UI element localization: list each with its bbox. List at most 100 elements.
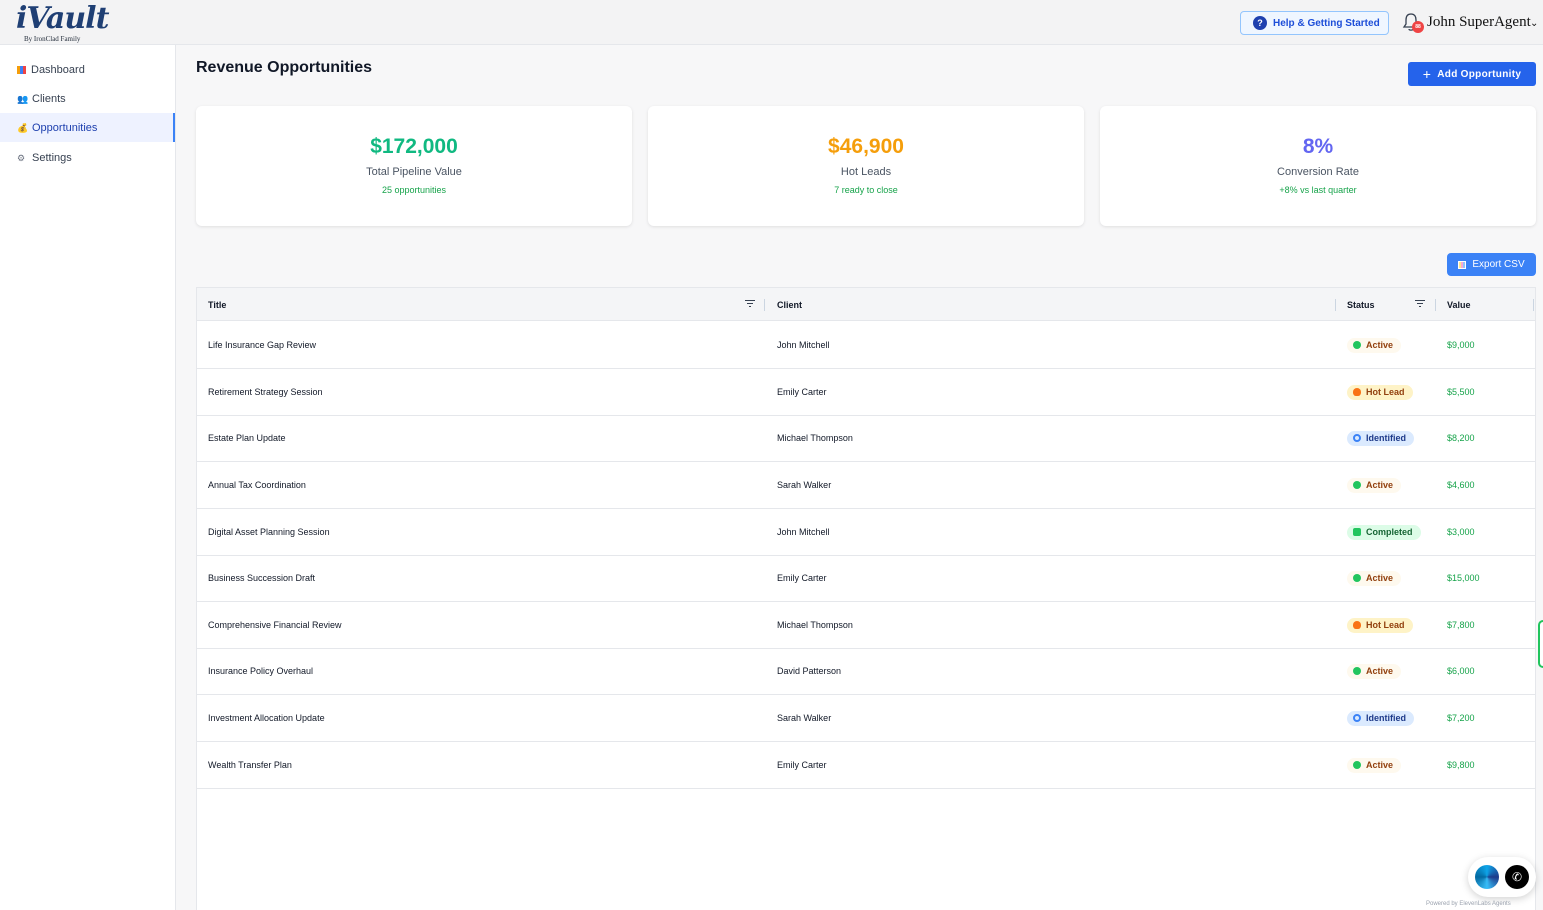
status-badge-label: Active: [1366, 573, 1394, 583]
stat-subtext: 7 ready to close: [834, 185, 898, 195]
cell-title: Comprehensive Financial Review: [208, 620, 342, 630]
cell-status: Active: [1347, 555, 1402, 601]
plus-icon: +: [1422, 66, 1432, 82]
column-header-value[interactable]: Value: [1447, 299, 1471, 310]
cell-client: Emily Carter: [777, 573, 827, 583]
cell-value: $7,200: [1447, 713, 1475, 723]
stat-card-conversion: 8% Conversion Rate +8% vs last quarter: [1100, 106, 1536, 226]
cell-value: $6,000: [1447, 666, 1475, 676]
table-header: Title Client Status Value: [197, 288, 1535, 321]
green-circle-icon: [1353, 667, 1361, 675]
green-circle-icon: [1353, 341, 1361, 349]
help-button[interactable]: ? Help & Getting Started: [1240, 11, 1389, 35]
stat-subtext: +8% vs last quarter: [1279, 185, 1357, 195]
table-row[interactable]: Life Insurance Gap Review John Mitchell …: [197, 322, 1535, 369]
status-badge-label: Active: [1366, 480, 1394, 490]
fire-icon: [1353, 621, 1361, 629]
sidebar-item-label: Opportunities: [32, 121, 98, 134]
add-opportunity-label: Add Opportunity: [1437, 68, 1522, 80]
cell-status: Hot Lead: [1347, 602, 1413, 648]
cell-client: Emily Carter: [777, 760, 827, 770]
cell-status: Identified: [1347, 415, 1414, 461]
column-separator[interactable]: [1533, 299, 1534, 311]
table-row[interactable]: Wealth Transfer Plan Emily Carter Active…: [197, 742, 1535, 789]
cell-title: Insurance Policy Overhaul: [208, 666, 314, 676]
user-menu[interactable]: John SuperAgent: [1427, 14, 1531, 30]
status-badge-label: Identified: [1366, 433, 1406, 443]
filter-icon[interactable]: [1415, 299, 1425, 308]
table-row[interactable]: Annual Tax Coordination Sarah Walker Act…: [197, 462, 1535, 509]
status-badge-label: Active: [1366, 760, 1394, 770]
cell-value: $9,800: [1447, 760, 1475, 770]
status-badge: Hot Lead: [1347, 617, 1413, 633]
cell-title: Wealth Transfer Plan: [208, 760, 292, 770]
status-badge: Identified: [1347, 710, 1414, 726]
table-row[interactable]: Digital Asset Planning Session John Mitc…: [197, 509, 1535, 556]
column-separator[interactable]: [764, 299, 765, 311]
cell-value: $15,000: [1447, 573, 1480, 583]
stat-label: Total Pipeline Value: [366, 166, 462, 178]
column-header-title[interactable]: Title: [208, 299, 227, 310]
cell-title: Life Insurance Gap Review: [208, 340, 317, 350]
green-circle-icon: [1353, 574, 1361, 582]
table-row[interactable]: Business Succession Draft Emily Carter A…: [197, 555, 1535, 602]
stat-label: Conversion Rate: [1277, 166, 1359, 178]
column-header-client[interactable]: Client: [777, 299, 803, 310]
column-separator[interactable]: [1335, 299, 1336, 311]
stat-value: 8%: [1302, 135, 1334, 158]
chevron-down-icon[interactable]: ⌄: [1530, 18, 1539, 29]
sidebar-item-clients[interactable]: 👥 Clients: [0, 84, 175, 113]
cell-title: Estate Plan Update: [208, 433, 286, 443]
status-badge: Completed: [1347, 524, 1421, 540]
cell-title: Business Succession Draft: [208, 573, 316, 583]
sidebar-item-dashboard[interactable]: Dashboard: [0, 55, 175, 84]
cell-client: Sarah Walker: [777, 480, 832, 490]
phone-call-button[interactable]: ✆: [1505, 865, 1529, 889]
agent-orb-icon[interactable]: [1475, 865, 1499, 889]
cell-client: Michael Thompson: [777, 620, 853, 630]
status-badge-label: Hot Lead: [1366, 387, 1405, 397]
bar-chart-icon: [17, 65, 26, 74]
status-badge: Active: [1347, 757, 1402, 773]
notification-bell[interactable]: 88: [1402, 12, 1424, 34]
cell-status: Active: [1347, 742, 1402, 788]
table-row[interactable]: Investment Allocation Update Sarah Walke…: [197, 695, 1535, 742]
check-box-icon: [1353, 528, 1361, 536]
add-opportunity-button[interactable]: + Add Opportunity: [1408, 62, 1536, 86]
cell-title: Retirement Strategy Session: [208, 387, 323, 397]
stat-card-hot-leads: $46,900 Hot Leads 7 ready to close: [648, 106, 1084, 226]
cell-value: $3,000: [1447, 527, 1475, 537]
magnifier-icon: [1353, 714, 1361, 722]
logo-text: iVault: [16, 1, 109, 36]
column-header-status[interactable]: Status: [1347, 299, 1375, 310]
ivault-logo[interactable]: iVault By IronClad Family: [16, 1, 109, 44]
status-badge: Active: [1347, 570, 1402, 586]
table-row[interactable]: Insurance Policy Overhaul David Patterso…: [197, 648, 1535, 695]
table-row[interactable]: Comprehensive Financial Review Michael T…: [197, 602, 1535, 649]
export-csv-button[interactable]: Export CSV: [1447, 253, 1536, 276]
sidebar-item-settings[interactable]: ⚙ Settings: [0, 143, 175, 172]
cell-status: Active: [1347, 322, 1402, 368]
filter-icon[interactable]: [745, 299, 755, 308]
cell-client: Sarah Walker: [777, 713, 832, 723]
sidebar-item-opportunities[interactable]: 💰 Opportunities: [0, 113, 175, 142]
column-separator[interactable]: [1435, 299, 1436, 311]
cell-client: David Patterson: [777, 666, 842, 676]
cell-client: Emily Carter: [777, 387, 827, 397]
stat-label: Hot Leads: [840, 166, 892, 178]
stat-value: $172,000: [370, 135, 458, 158]
table-row[interactable]: Retirement Strategy Session Emily Carter…: [197, 369, 1535, 416]
cell-status: Identified: [1347, 695, 1414, 741]
gear-icon: ⚙: [17, 152, 26, 163]
side-feedback-tab[interactable]: [1538, 620, 1543, 668]
powered-by-text[interactable]: Powered by ElevenLabs Agents: [1426, 901, 1511, 907]
cell-status: Active: [1347, 462, 1402, 508]
status-badge-label: Identified: [1366, 713, 1406, 723]
table-row[interactable]: Estate Plan Update Michael Thompson Iden…: [197, 415, 1535, 462]
cell-title: Investment Allocation Update: [208, 713, 325, 723]
cell-status: Hot Lead: [1347, 369, 1413, 415]
green-circle-icon: [1353, 481, 1361, 489]
sidebar-item-label: Settings: [32, 151, 72, 164]
status-badge: Active: [1347, 337, 1402, 353]
cell-client: John Mitchell: [777, 340, 830, 350]
